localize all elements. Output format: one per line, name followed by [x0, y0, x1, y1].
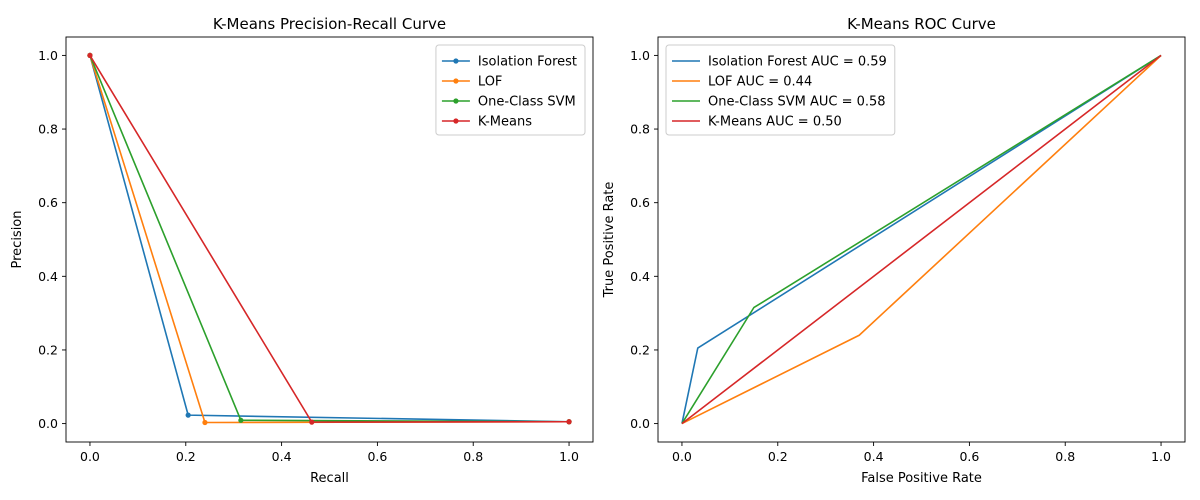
legend-label: LOF [478, 75, 503, 90]
y-tick-label: 0.0 [38, 416, 58, 431]
series-line [681, 54, 1162, 425]
y-tick-label: 0.0 [630, 416, 650, 431]
x-tick-label: 0.8 [463, 449, 483, 464]
legend-label: One-Class SVM AUC = 0.58 [708, 95, 886, 110]
y-tick-label: 1.0 [630, 48, 650, 63]
legend: Isolation Forest LOF One-Class SVM K-Means [435, 44, 586, 136]
legend-label: K-Means AUC = 0.50 [708, 115, 842, 130]
legend-box [435, 44, 586, 136]
roc-chart: 0.0 0.2 0.4 0.6 0.8 1.0 0.0 0.2 0.4 0.6 0.8 1.0 K-Me… [602, 15, 1186, 486]
legend-label: LOF AUC = 0.44 [708, 75, 812, 90]
legend-label: K-Means [478, 115, 532, 130]
series-line [681, 54, 1162, 425]
data-point [309, 419, 315, 425]
x-axis-label: Recall [310, 471, 349, 486]
x-tick-label: 0.8 [1055, 449, 1075, 464]
y-tick-label: 0.4 [38, 269, 58, 284]
axes-frame [657, 36, 1186, 443]
x-tick-label: 1.0 [1151, 449, 1171, 464]
x-tick-label: 0.6 [367, 449, 387, 464]
axes-frame [65, 36, 594, 443]
data-point [202, 419, 208, 426]
series-line [681, 54, 1162, 425]
x-tick-label: 0.2 [176, 449, 196, 464]
series-one-class-svm-auc-0-58 [681, 54, 1162, 425]
y-tick-label: 0.8 [630, 122, 650, 137]
series-isolation-forest-auc-0-59 [681, 54, 1162, 424]
x-axis-label: False Positive Rate [861, 471, 982, 486]
x-tick-label: 0.4 [272, 449, 292, 464]
legend-marker [453, 58, 459, 64]
legend-marker [453, 78, 459, 84]
series-line [681, 54, 1162, 424]
y-tick-label: 0.8 [38, 122, 58, 137]
precision-recall-chart: 0.0 0.2 0.4 0.6 0.8 1.0 0.0 0.2 0.4 0.6 0.8 1.0 K-Me… [10, 15, 594, 486]
legend-box [665, 44, 896, 136]
x-tick-label: 1.0 [559, 449, 579, 464]
legend-label: Isolation Forest [478, 55, 577, 70]
y-axis-label: Precision [10, 210, 25, 268]
y-tick-label: 0.2 [38, 342, 58, 357]
series-k-means-auc-0-50 [681, 54, 1162, 425]
chart-title: K-Means Precision-Recall Curve [213, 15, 446, 33]
y-tick-label: 0.4 [630, 269, 650, 284]
data-point [238, 417, 244, 423]
data-point [185, 412, 191, 418]
y-tick-label: 0.2 [630, 342, 650, 357]
x-tick-label: 0.0 [80, 449, 100, 464]
x-tick-label: 0.0 [672, 449, 692, 464]
series-lof-auc-0-44 [681, 54, 1162, 425]
legend-label: One-Class SVM [478, 95, 576, 110]
data-point [87, 52, 93, 59]
x-tick-label: 0.2 [768, 449, 788, 464]
legend-marker [453, 118, 459, 124]
series-k-means [87, 52, 572, 425]
y-tick-label: 1.0 [38, 48, 58, 63]
x-tick-label: 0.4 [864, 449, 884, 464]
y-tick-label: 0.6 [630, 195, 650, 210]
legend: Isolation Forest AUC = 0.59 LOF AUC = 0.4… [665, 44, 896, 136]
chart-title: K-Means ROC Curve [847, 15, 996, 33]
data-point [566, 419, 572, 425]
y-tick-label: 0.6 [38, 195, 58, 210]
legend-marker [453, 98, 459, 104]
legend-label: Isolation Forest AUC = 0.59 [708, 55, 887, 70]
y-axis-label: True Positive Rate [602, 182, 617, 299]
x-tick-label: 0.6 [959, 449, 979, 464]
